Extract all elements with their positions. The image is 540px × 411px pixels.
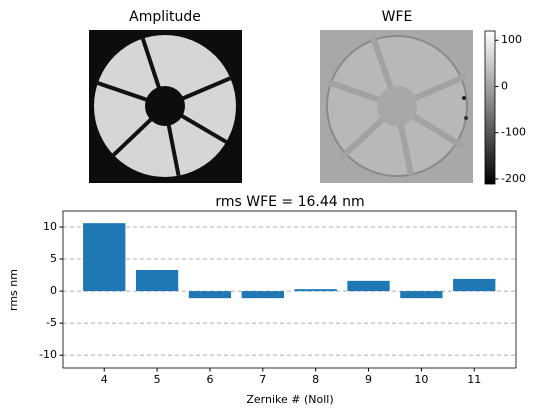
- colorbar: [484, 30, 496, 185]
- plot-frame: [62, 210, 517, 369]
- colorbar-tick-label: 0: [501, 79, 508, 92]
- bar: [294, 289, 337, 292]
- y-axis-label: rms nm: [7, 269, 20, 311]
- x-tick-label: 7: [259, 373, 266, 386]
- x-tick-label: 9: [365, 373, 372, 386]
- x-tick-label: 4: [101, 373, 108, 386]
- amplitude-image: [89, 30, 242, 183]
- y-tick-label: 10: [43, 220, 57, 233]
- bar: [400, 291, 443, 299]
- x-tick-label: 10: [414, 373, 428, 386]
- chart-title: rms WFE = 16.44 nm: [215, 194, 364, 210]
- x-tick-label: 11: [467, 373, 481, 386]
- x-tick-label: 5: [154, 373, 161, 386]
- x-tick-label: 8: [312, 373, 319, 386]
- image-title: Amplitude: [129, 9, 201, 25]
- bar: [135, 269, 179, 292]
- colorbar-tick-label: 100: [501, 33, 522, 46]
- y-tick-label: -10: [39, 348, 57, 361]
- bar: [83, 223, 126, 292]
- y-tick-label: 0: [50, 284, 57, 297]
- x-tick-label: 6: [206, 373, 213, 386]
- image-title: WFE: [382, 9, 413, 25]
- bar: [453, 278, 496, 292]
- wfe-image: [320, 30, 473, 183]
- y-tick-label: 5: [50, 252, 57, 265]
- bar: [347, 280, 390, 292]
- colorbar-tick-label: -200: [501, 172, 526, 185]
- colorbar-tick-label: -100: [501, 126, 526, 139]
- bar: [188, 291, 232, 299]
- x-axis-label: Zernike # (Noll): [246, 393, 333, 406]
- bar: [241, 291, 284, 299]
- y-tick-label: -5: [46, 316, 57, 329]
